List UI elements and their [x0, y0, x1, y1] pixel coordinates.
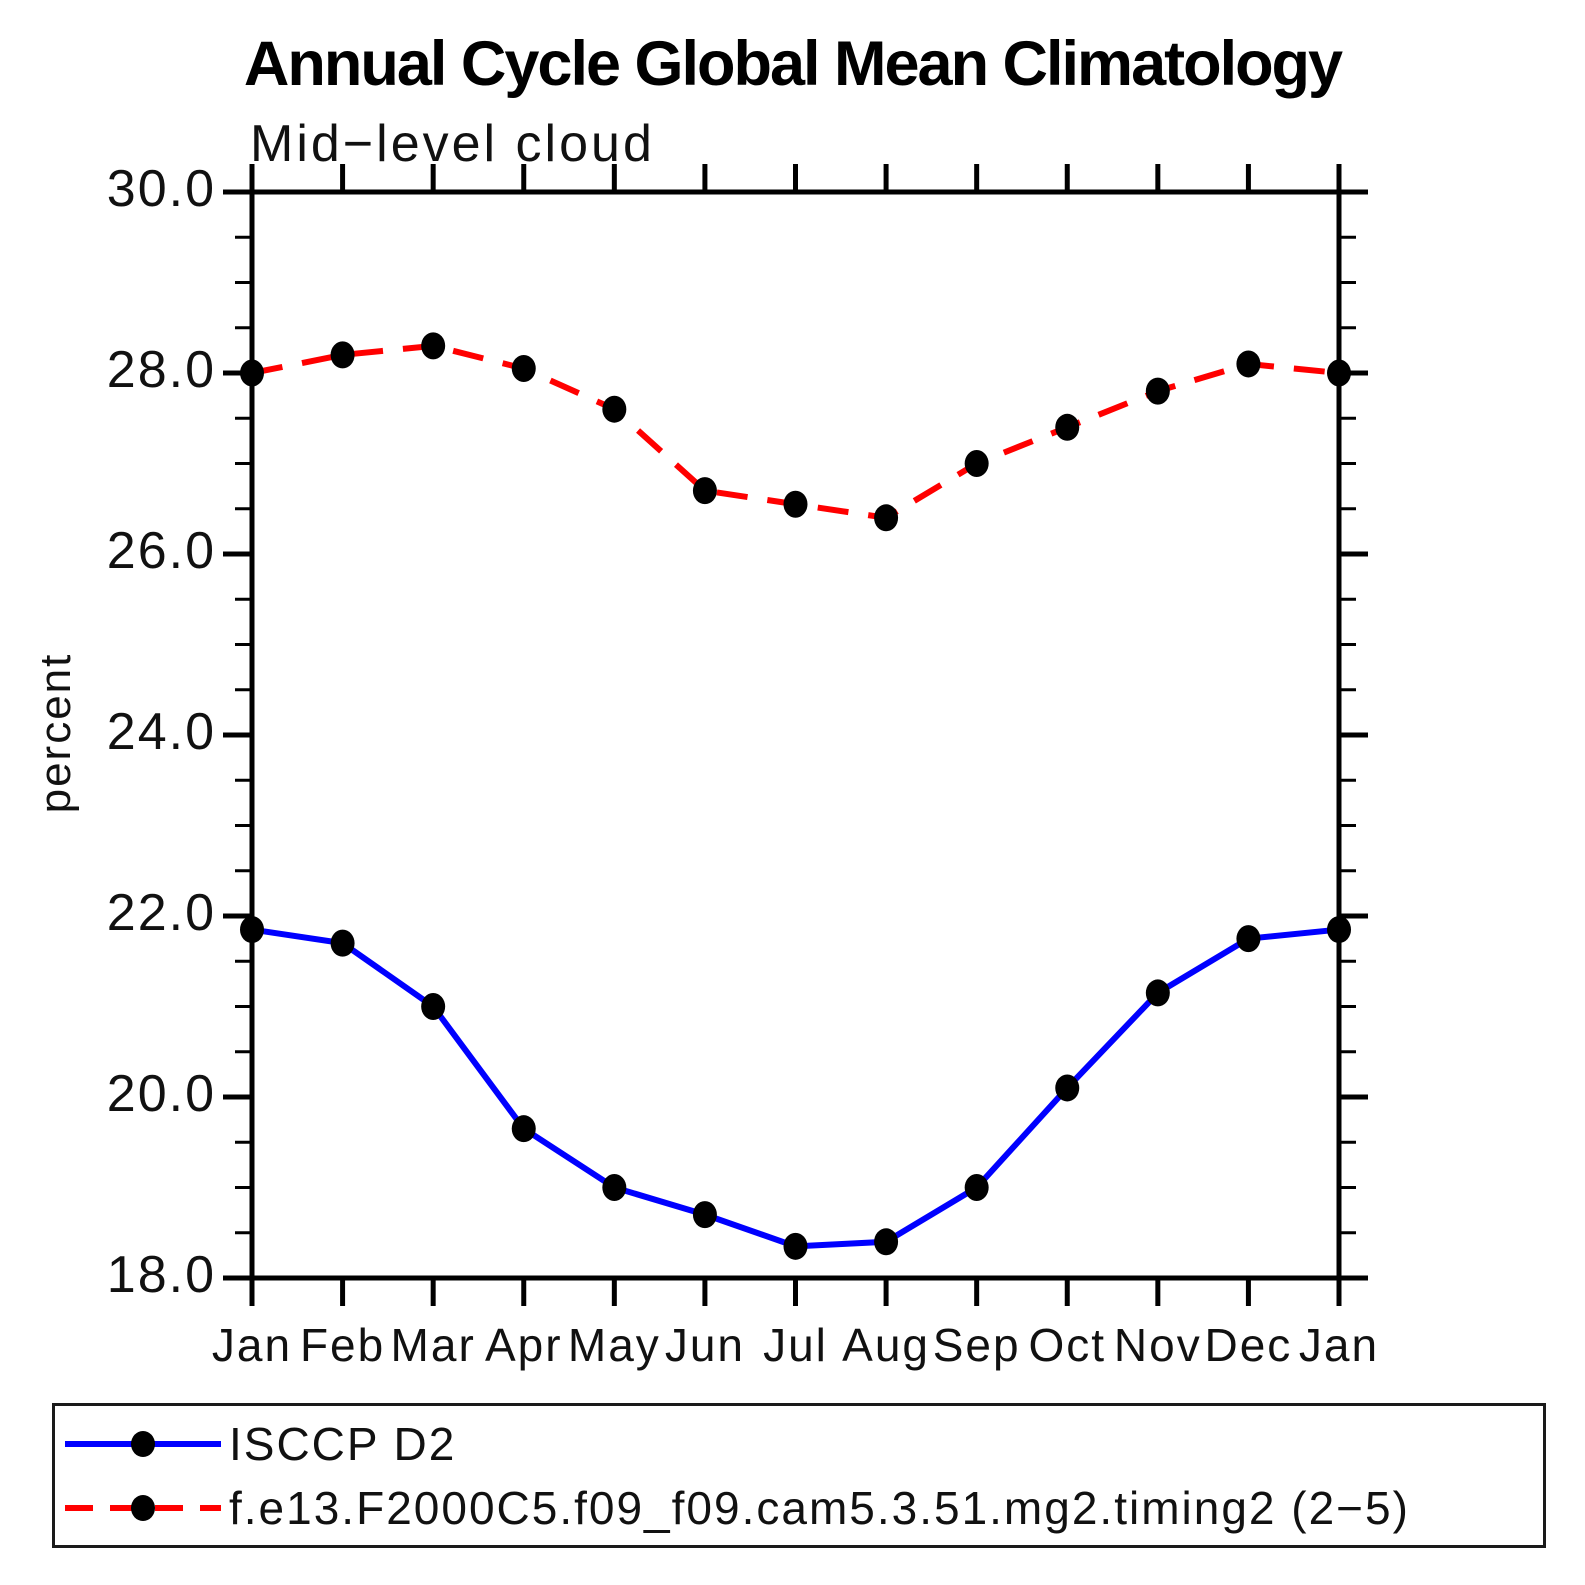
- legend-line-sample-solid: [65, 1430, 221, 1457]
- data-point-marker: [240, 359, 264, 387]
- data-point-marker: [602, 395, 627, 423]
- data-point-marker: [1055, 1074, 1080, 1102]
- legend-label: ISCCP D2: [229, 1417, 457, 1470]
- x-tick-label: Nov: [1113, 1319, 1202, 1371]
- y-tick-label: 22.0: [106, 884, 216, 942]
- y-tick-label: 24.0: [106, 703, 216, 761]
- legend-marker: [131, 1494, 155, 1521]
- legend-line-sample-dashed: [65, 1494, 221, 1521]
- x-tick-label: Aug: [842, 1319, 931, 1371]
- legend-item-model-run: f.e13.F2000C5.f09_f09.cam5.3.51.mg2.timi…: [55, 1476, 1543, 1540]
- data-point-marker: [874, 504, 899, 532]
- x-tick-label: May: [567, 1319, 661, 1371]
- data-point-marker: [692, 477, 717, 505]
- data-point-marker: [421, 332, 446, 360]
- data-point-marker: [421, 993, 446, 1020]
- y-tick-label: 30.0: [106, 160, 216, 218]
- data-point-marker: [1327, 359, 1351, 387]
- series-line: [251, 926, 1340, 1250]
- data-point-marker: [1236, 350, 1261, 378]
- y-tick-label: 18.0: [106, 1246, 216, 1304]
- data-point-marker: [511, 1115, 536, 1143]
- legend-item-isccp-d2: ISCCP D2: [55, 1412, 1543, 1476]
- data-point-marker: [1327, 916, 1351, 944]
- data-point-marker: [330, 341, 355, 369]
- x-tick-label: Jul: [763, 1319, 828, 1371]
- data-point-marker: [1055, 413, 1080, 441]
- data-point-marker: [1145, 979, 1170, 1007]
- x-tick-label: Jan: [211, 1319, 293, 1371]
- data-point-marker: [330, 929, 355, 957]
- data-point-marker: [1236, 925, 1261, 953]
- y-tick-label: 28.0: [106, 341, 216, 399]
- x-tick-label: Feb: [299, 1319, 386, 1371]
- x-tick-label: Oct: [1028, 1319, 1107, 1371]
- x-tick-label: Mar: [390, 1319, 476, 1371]
- x-tick-label: Jan: [1298, 1319, 1380, 1371]
- data-point-marker: [783, 1232, 808, 1260]
- x-tick-label: Dec: [1204, 1319, 1293, 1371]
- data-point-marker: [783, 490, 808, 518]
- data-point-marker: [964, 450, 989, 477]
- x-tick-label: Sep: [932, 1319, 1021, 1371]
- y-tick-label: 20.0: [106, 1065, 216, 1123]
- legend-label: f.e13.F2000C5.f09_f09.cam5.3.51.mg2.timi…: [229, 1481, 1410, 1534]
- data-point-marker: [240, 916, 264, 944]
- data-point-marker: [602, 1174, 627, 1201]
- data-point-marker: [511, 354, 536, 382]
- legend: ISCCP D2 f.e13.F2000C5.f09_f09.cam5.3.51…: [52, 1403, 1546, 1548]
- y-tick-label: 26.0: [106, 522, 216, 580]
- data-point-marker: [874, 1228, 899, 1256]
- legend-marker: [131, 1430, 155, 1457]
- x-tick-label: Jun: [664, 1319, 745, 1371]
- chart-subtitle: Mid−level cloud: [250, 115, 655, 173]
- chart-title: Annual Cycle Global Mean Climatology: [243, 29, 1343, 99]
- data-point-marker: [964, 1174, 989, 1201]
- data-point-marker: [1145, 377, 1170, 405]
- x-tick-label: Apr: [484, 1319, 563, 1371]
- data-point-marker: [692, 1201, 717, 1229]
